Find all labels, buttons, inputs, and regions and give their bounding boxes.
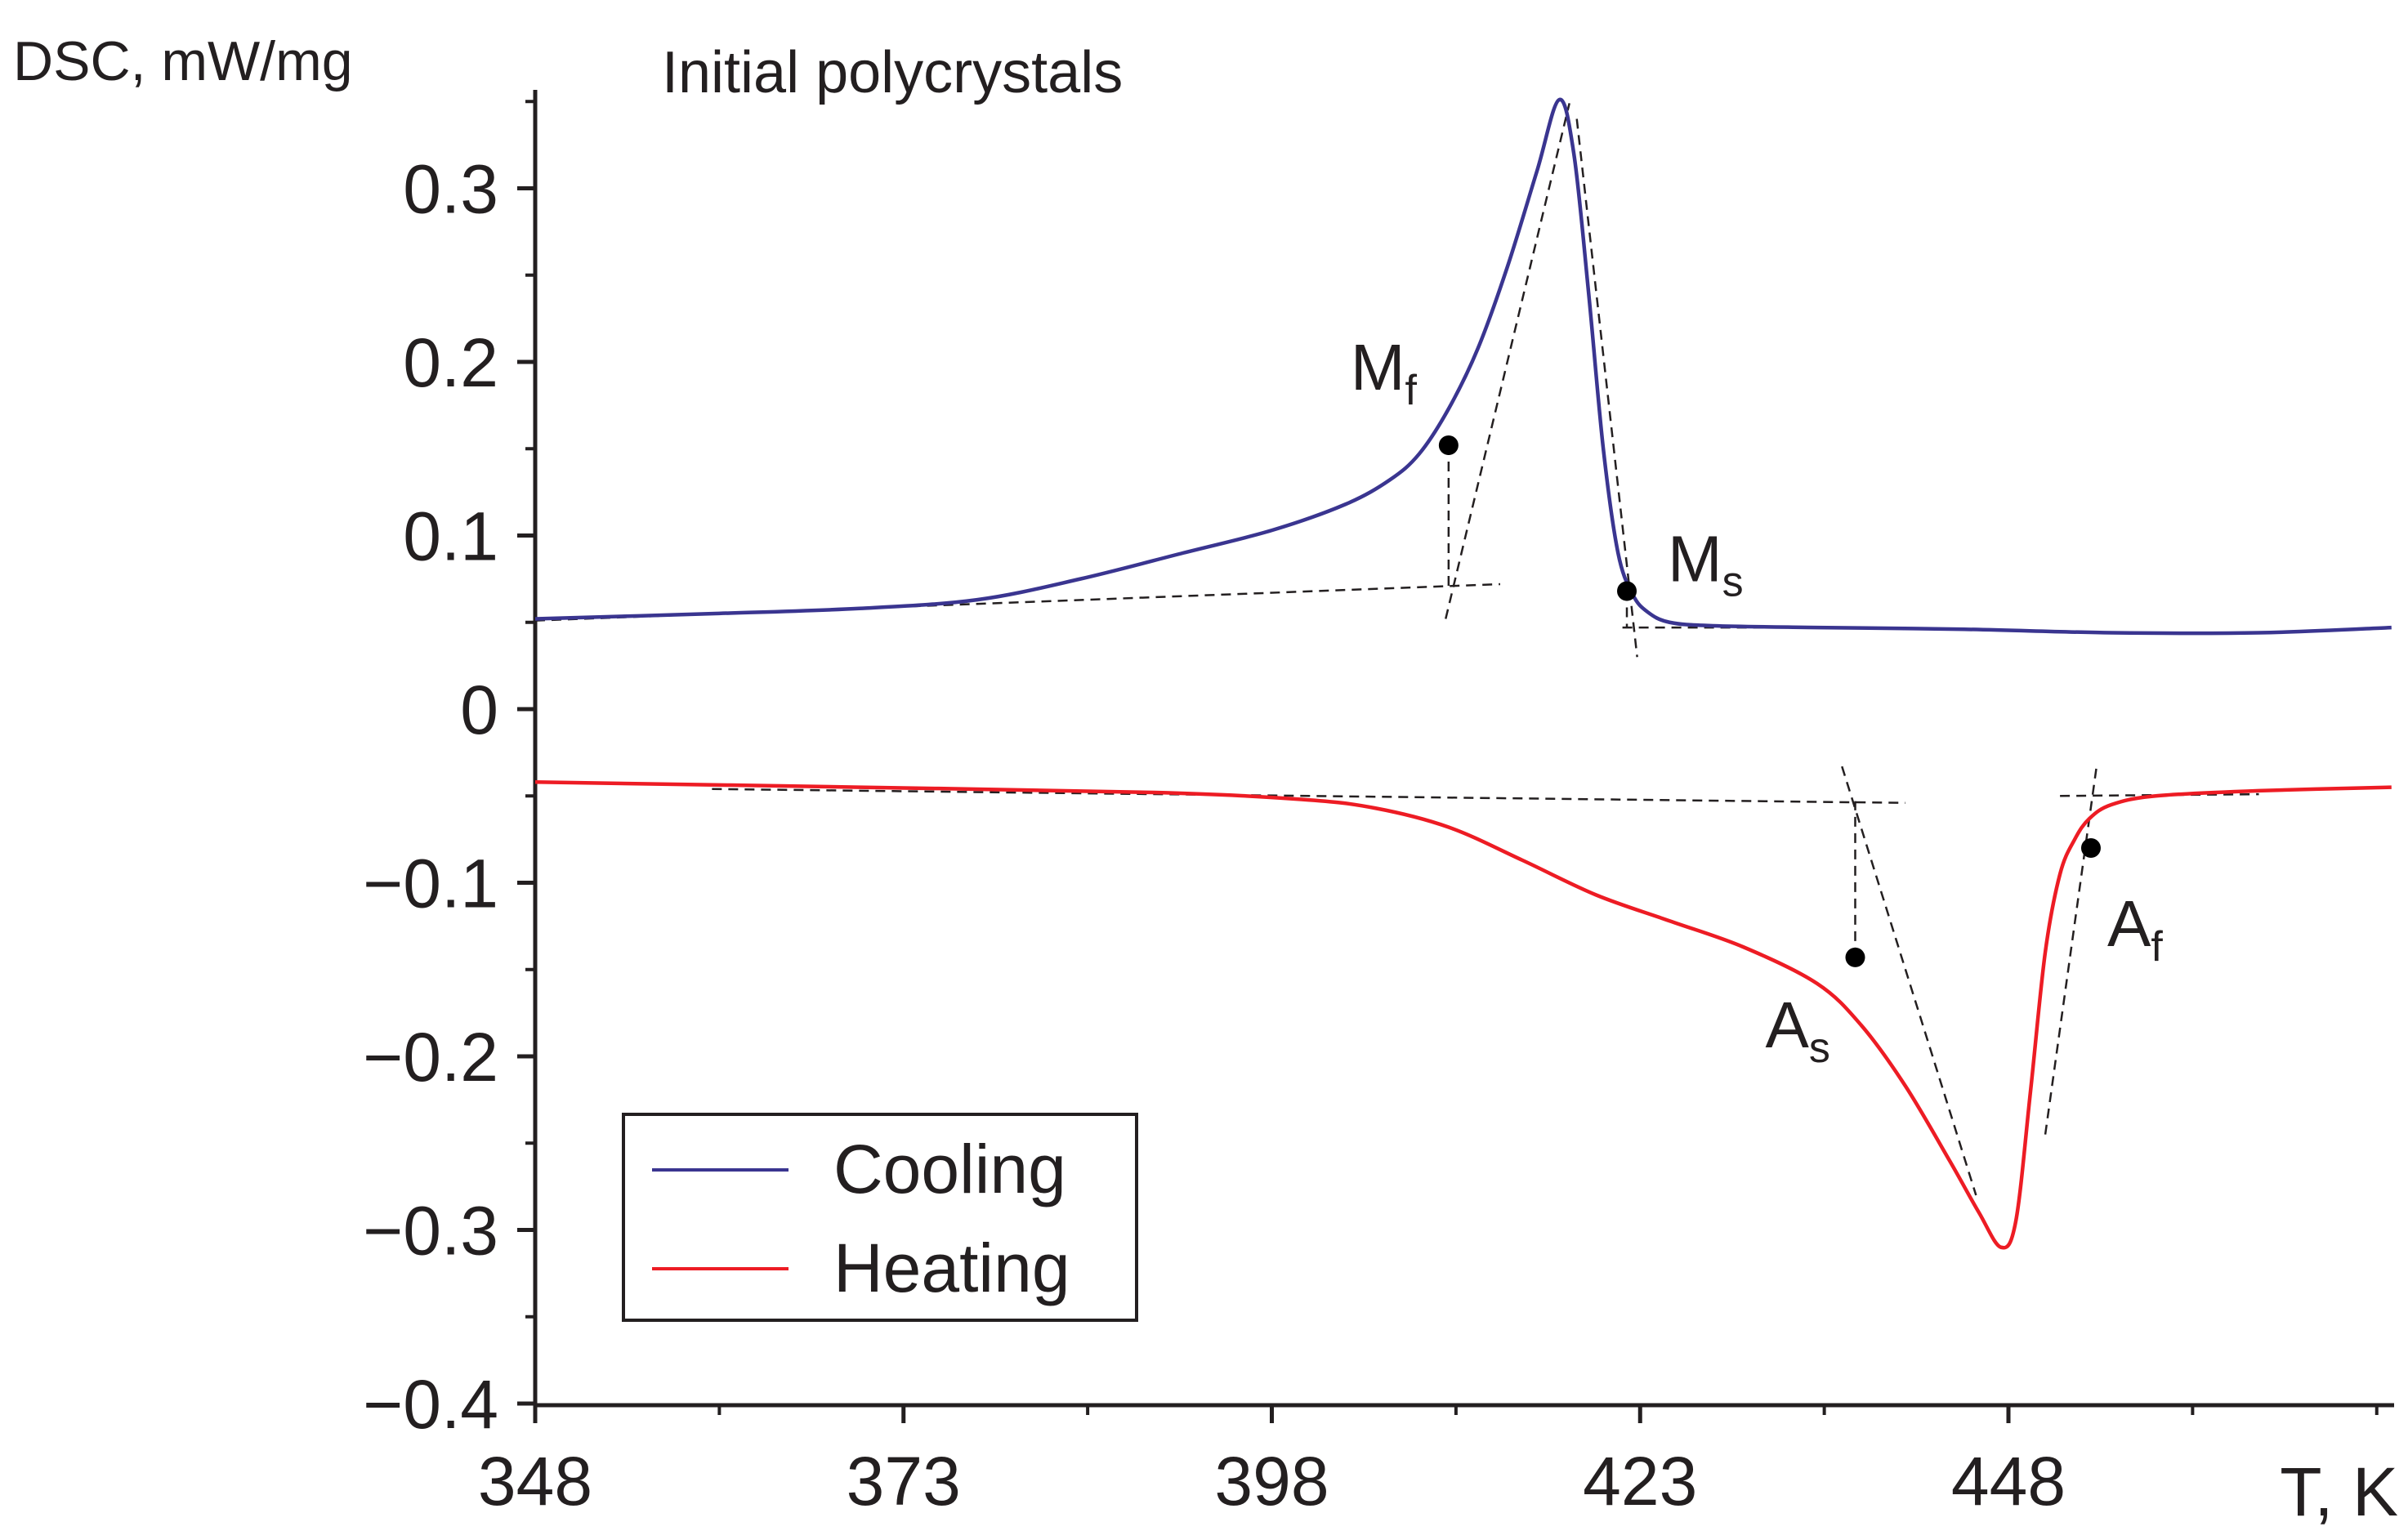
axes xyxy=(533,90,2394,1408)
point-af xyxy=(2080,838,2101,858)
legend-label-heating: Heating xyxy=(833,1230,1070,1306)
point-label-sub: f xyxy=(1405,367,1418,414)
point-label-as: As xyxy=(1765,989,1829,1072)
x-tick-label: 448 xyxy=(1951,1443,2066,1520)
chart-title: Initial polycrystals xyxy=(662,40,1123,105)
y-axis-label: DSC, mW/mg xyxy=(13,30,353,92)
x-axis-label: T, K xyxy=(2280,1453,2398,1530)
y-tick-label: −0.3 xyxy=(363,1193,498,1270)
point-label-mf: Mf xyxy=(1351,331,1418,414)
point-label-af: Af xyxy=(2107,887,2163,971)
point-ms xyxy=(1617,581,1637,601)
y-tick-label: 0.2 xyxy=(403,324,498,401)
point-label-ms: Ms xyxy=(1668,523,1744,606)
y-tick-label: −0.2 xyxy=(363,1019,498,1096)
x-tick-label: 423 xyxy=(1583,1443,1697,1520)
transition-points: Mf Ms As Af xyxy=(1351,331,2163,1072)
tangent-line xyxy=(1841,766,1977,1196)
point-as xyxy=(1845,947,1865,967)
legend-box xyxy=(622,1113,1138,1322)
point-label-sub: s xyxy=(1809,1024,1830,1072)
point-label-sub: s xyxy=(1722,559,1744,606)
y-tick-label: 0 xyxy=(460,672,498,748)
y-tick-label: −0.4 xyxy=(363,1366,498,1443)
tangent-line xyxy=(1575,118,1638,658)
y-tick-label: 0.3 xyxy=(403,151,498,228)
x-tick-label: 398 xyxy=(1214,1443,1329,1520)
x-tick-label: 373 xyxy=(847,1443,961,1520)
y-tick-label: −0.1 xyxy=(363,846,498,922)
series-line-cooling xyxy=(534,97,2392,636)
series-line-heating xyxy=(534,780,2392,1250)
x-tick-label: 348 xyxy=(478,1443,592,1520)
legend-label-cooling: Cooling xyxy=(833,1131,1066,1207)
point-label-sub: f xyxy=(2151,923,2163,971)
y-tick-label: 0.1 xyxy=(403,498,498,575)
ticks: −0.4 −0.3 −0.2 −0.1 0 0.1 0.2 0.3 348 373 398 423 44… xyxy=(363,100,2379,1520)
tangent-line xyxy=(534,582,1501,622)
tangent-line xyxy=(712,788,1905,804)
tangent-line xyxy=(2044,764,2098,1135)
legend: Cooling Heating xyxy=(622,1113,1138,1322)
tangent-line xyxy=(1445,103,1570,619)
point-mf xyxy=(1438,435,1459,455)
series xyxy=(534,97,2392,1250)
construction-lines xyxy=(534,103,2259,1196)
